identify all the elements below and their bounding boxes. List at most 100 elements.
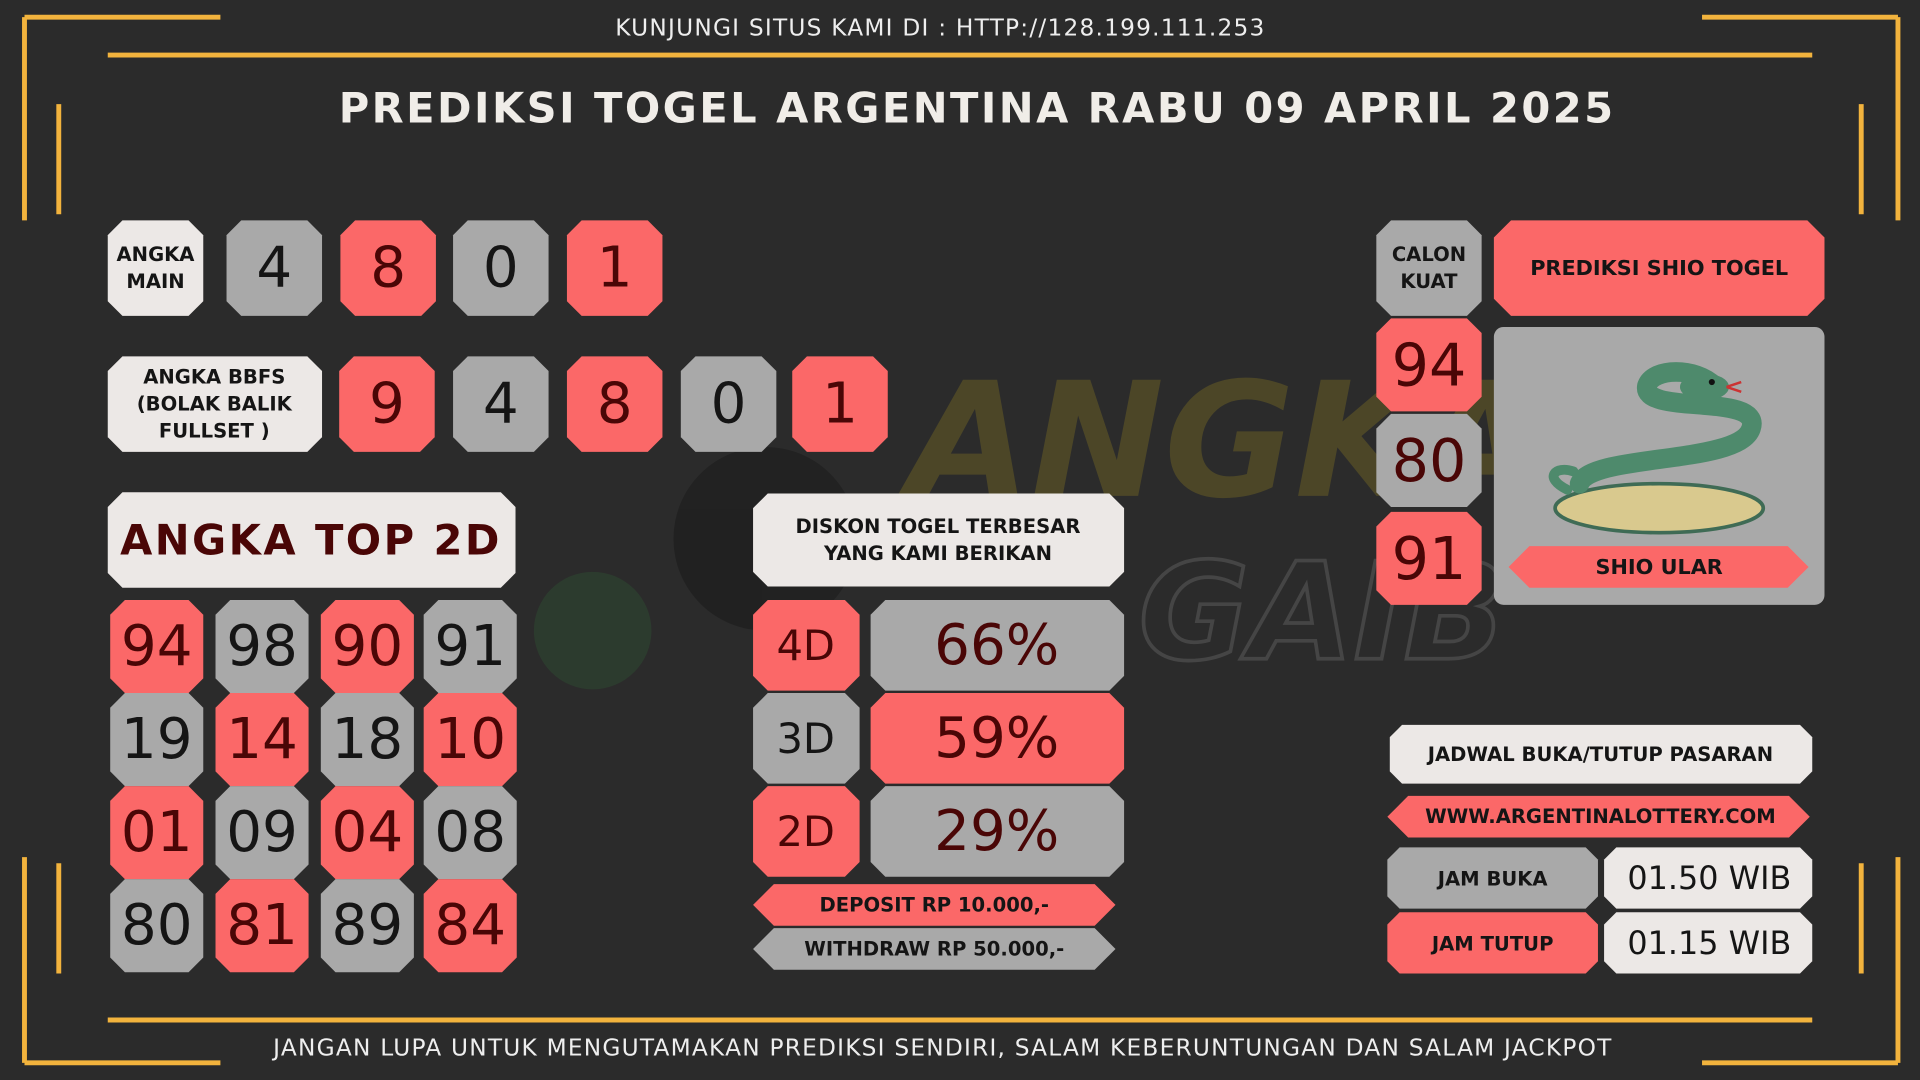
- digit: 8: [370, 236, 406, 301]
- top2d-cell: [423, 786, 517, 880]
- footer-text: JANGAN LUPA UNTUK MENGUTAMAKAN PREDIKSI …: [271, 1035, 1612, 1062]
- title: PREDIKSI TOGEL ARGENTINA RABU 09 APRIL 2…: [339, 83, 1616, 132]
- digit: 1: [822, 372, 858, 437]
- shio-title-box: [1493, 220, 1825, 316]
- digit-box: [339, 356, 435, 452]
- top2d-cell: [423, 693, 517, 787]
- frame: [22, 14, 1901, 1066]
- jam-value: 01.50 WIB: [1627, 859, 1791, 897]
- top2d-cell: [215, 786, 309, 880]
- calon-number: 91: [1392, 524, 1467, 593]
- digit: 9: [369, 372, 405, 437]
- url-text: WWW.ARGENTINALOTTERY.COM: [1425, 805, 1776, 828]
- top2d-number: 01: [121, 800, 193, 865]
- top2d-number: 14: [226, 707, 298, 772]
- top2d-number: 94: [121, 614, 193, 679]
- withdraw-box: [753, 928, 1116, 970]
- label-text: KUAT: [1400, 270, 1458, 293]
- top2d-number: 80: [121, 893, 193, 958]
- label-box: [1376, 220, 1482, 316]
- digit: 4: [483, 372, 519, 437]
- top2d-number: 98: [226, 614, 298, 679]
- calon-number: 94: [1392, 330, 1467, 399]
- jam-value: 01.15 WIB: [1627, 924, 1791, 962]
- digit-box: [453, 356, 549, 452]
- deposit-box: [753, 884, 1116, 926]
- digit-box: [566, 356, 663, 452]
- diskon-label-box: [753, 693, 860, 784]
- calon-box: [1376, 413, 1482, 507]
- top2d-cell: [423, 879, 517, 973]
- digit-box: [453, 220, 549, 316]
- jadwal-title-box: [1389, 724, 1813, 784]
- diskon-value: 29%: [934, 799, 1059, 864]
- diskon-value: 59%: [934, 706, 1059, 771]
- jam-label-box: [1387, 912, 1598, 974]
- top2d-cell: [110, 693, 204, 787]
- top2d-cell: [215, 879, 309, 973]
- visit-text: KUNJUNGI SITUS KAMI DI : HTTP://128.199.…: [615, 15, 1265, 42]
- url-box: [1387, 795, 1810, 838]
- top2d-number: 84: [434, 893, 506, 958]
- diskon-label-box: [753, 786, 860, 877]
- diskon-label-box: [753, 600, 860, 691]
- digit-box: [340, 220, 436, 316]
- top2d-number: 08: [434, 800, 506, 865]
- calon-number: 80: [1392, 426, 1467, 495]
- jam-label: JAM BUKA: [1436, 868, 1549, 891]
- shio-name: SHIO ULAR: [1596, 555, 1723, 579]
- label-text: ANGKA BBFS: [143, 366, 285, 389]
- top2d-number: 18: [332, 707, 404, 772]
- top2d-number: 09: [226, 800, 298, 865]
- digit-box: [566, 220, 663, 316]
- top2d-cell: [320, 879, 414, 973]
- diskon-label: 2D: [776, 807, 835, 856]
- top2d-number: 91: [434, 614, 506, 679]
- digit-box: [226, 220, 323, 316]
- top2d-cell: [215, 600, 309, 694]
- top2d-number: 10: [434, 707, 506, 772]
- label-text: CALON: [1392, 243, 1466, 266]
- digit: 1: [597, 236, 633, 301]
- top2d-title-box: [107, 492, 516, 588]
- label-box: [107, 220, 204, 316]
- shio-title: PREDIKSI SHIO TOGEL: [1530, 256, 1788, 280]
- withdraw-text: WITHDRAW RP 50.000,-: [804, 937, 1064, 960]
- top2d-cell: [320, 786, 414, 880]
- top2d-cell: [320, 600, 414, 694]
- jadwal-title: JADWAL BUKA/TUTUP PASARAN: [1426, 743, 1773, 766]
- digit-box: [680, 356, 777, 452]
- calon-box: [1376, 511, 1482, 605]
- top2d-number: 90: [332, 614, 404, 679]
- diskon-value: 66%: [934, 613, 1059, 678]
- diskon-title: YANG KAMI BERIKAN: [823, 542, 1052, 565]
- label-box: [107, 356, 323, 452]
- top2d-cell: [320, 693, 414, 787]
- label-text: ANGKA: [117, 243, 196, 266]
- digit: 8: [597, 372, 633, 437]
- top2d-number: 04: [332, 800, 404, 865]
- diskon-title: DISKON TOGEL TERBESAR: [795, 515, 1080, 538]
- digit: 4: [256, 236, 292, 301]
- top2d-number: 81: [226, 893, 298, 958]
- jam-value-box: [1604, 847, 1813, 909]
- diskon-label: 4D: [776, 621, 835, 670]
- digit-box: [792, 356, 888, 452]
- diskon-label: 3D: [776, 714, 835, 763]
- top2d-cell: [423, 600, 517, 694]
- jam-label: JAM TUTUP: [1430, 933, 1554, 956]
- top2d-number: 89: [332, 893, 404, 958]
- diskon-title-box: [753, 493, 1125, 587]
- top2d-cell: [215, 693, 309, 787]
- jam-label-box: [1387, 847, 1598, 909]
- shio-name-box: [1508, 546, 1809, 588]
- top2d-cell: [110, 879, 204, 973]
- diskon-value-box: [870, 600, 1125, 691]
- top2d-title: ANGKA TOP 2D: [120, 516, 502, 565]
- top2d-cell: [110, 786, 204, 880]
- deposit-text: DEPOSIT RP 10.000,-: [820, 893, 1050, 916]
- top2d-number: 19: [121, 707, 193, 772]
- label-text: (BOLAK BALIK: [137, 393, 293, 416]
